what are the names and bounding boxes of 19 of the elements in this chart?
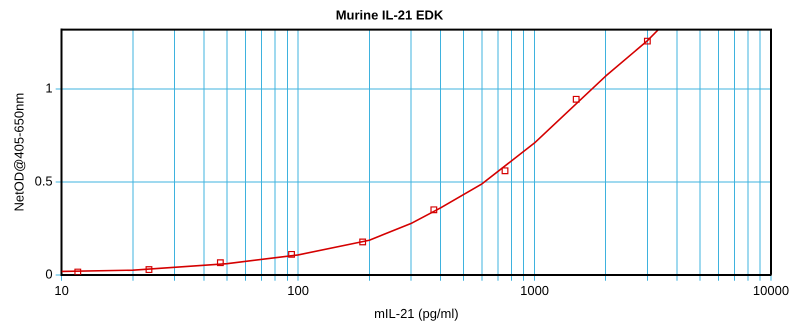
y-tick-label: 1 <box>45 80 53 96</box>
point <box>146 266 152 274</box>
y-tick-label: 0 <box>45 266 53 282</box>
point <box>644 38 651 45</box>
point <box>572 96 580 103</box>
y-tick-label: 0.5 <box>34 174 53 188</box>
chart-title: Murine IL-21 EDK <box>336 7 444 22</box>
point <box>430 206 438 214</box>
x-tick-label: 10000 <box>752 283 790 298</box>
point <box>74 268 82 275</box>
x-tick-label: 1000 <box>520 283 550 298</box>
y-axis-title: NetOD@405-650nm <box>11 92 26 212</box>
point <box>359 238 366 246</box>
point <box>288 250 295 258</box>
x-tick-label: 10 <box>54 283 69 298</box>
x-tick-label: 100 <box>287 283 309 298</box>
x-axis-title: mIL-21 (pg/ml) <box>374 306 459 321</box>
point <box>216 259 224 266</box>
point <box>502 167 508 174</box>
